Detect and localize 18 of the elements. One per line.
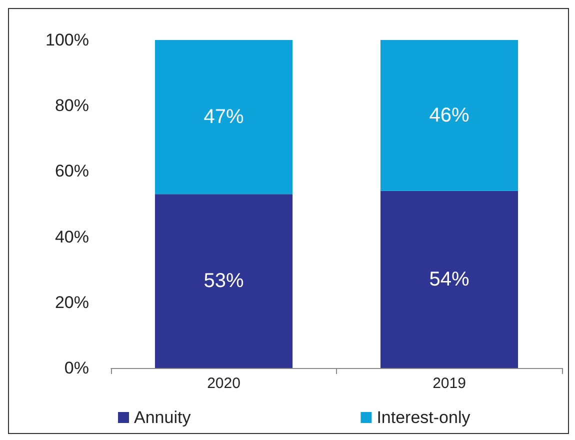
- bar: [380, 190, 518, 368]
- bar: [380, 40, 518, 191]
- x-tick-label: 2019: [432, 375, 466, 392]
- data-label: 46%: [429, 104, 470, 126]
- legend-label: Interest-only: [376, 408, 471, 427]
- y-tick-label: 60%: [54, 162, 89, 181]
- y-tick-label: 0%: [64, 358, 89, 378]
- legend-label: Annuity: [134, 408, 192, 427]
- x-tick-label: 2020: [207, 375, 240, 392]
- data-label: 53%: [204, 270, 244, 292]
- data-label: 47%: [204, 106, 244, 128]
- data-label: 54%: [429, 268, 470, 290]
- y-tick-label: 80%: [54, 96, 89, 116]
- y-tick-label: 20%: [54, 292, 89, 312]
- bar: [154, 40, 293, 194]
- y-tick-label: 100%: [46, 30, 89, 50]
- y-tick-label: 40%: [54, 227, 89, 246]
- bar: [154, 194, 293, 368]
